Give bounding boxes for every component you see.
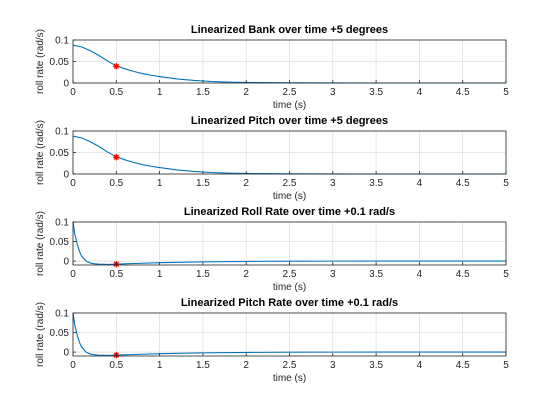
x-tick-label: 0.5 [109,269,123,280]
series-line-1 [72,221,506,265]
x-tick-label: 0.5 [109,360,123,371]
x-tick-label: 0 [70,269,76,280]
x-tick-label: 5 [503,360,509,371]
x-tick-label: 0 [70,178,76,189]
x-axis-label: time (s) [273,282,306,293]
y-tick-label: 0.05 [50,148,70,159]
x-tick-label: 1 [157,360,163,371]
subplot-4: 0 0.5 1 1.5 2 2.5 3 3.5 4 4.5 5 0 0.05 0.1 Linearized … [35,297,509,384]
x-tick-label: 1.5 [196,360,210,371]
x-tick-label: 2 [243,178,249,189]
y-tick-label: 0.1 [55,127,69,138]
y-axis-label: roll rate (rad/s) [35,211,46,276]
series-line-1 [72,312,506,356]
x-tick-label: 1 [157,178,163,189]
y-tick-label: 0.1 [55,36,69,47]
x-tick-label: 3 [330,269,336,280]
y-tick-label: 0.05 [50,237,70,248]
marker-point [113,154,120,161]
y-axis-label: roll rate (rad/s) [35,302,46,367]
y-axis-label: roll rate (rad/s) [35,29,46,94]
x-tick-label: 0.5 [109,87,123,98]
x-tick-label: 2 [243,269,249,280]
x-tick-label: 2.5 [283,178,297,189]
x-tick-label: 2.5 [283,360,297,371]
x-tick-label: 4.5 [456,269,470,280]
x-tick-label: 5 [503,87,509,98]
x-axis-label: time (s) [273,191,306,202]
y-tick-label: 0 [63,257,69,268]
x-tick-label: 4 [417,87,423,98]
x-tick-label: 2 [243,87,249,98]
y-tick-label: 0 [63,79,69,90]
x-tick-label: 2.5 [283,269,297,280]
chart-title: Linearized Bank over time +5 degrees [191,24,388,36]
x-tick-label: 3.5 [369,87,383,98]
x-tick-label: 0.5 [109,178,123,189]
x-tick-label: 4 [417,269,423,280]
y-tick-label: 0.05 [50,328,70,339]
x-tick-label: 5 [503,269,509,280]
x-tick-label: 0 [70,87,76,98]
x-tick-label: 4 [417,178,423,189]
x-tick-label: 1.5 [196,87,210,98]
y-tick-label: 0.05 [50,57,70,68]
y-tick-label: 0.1 [55,309,69,320]
subplot-1: 0 0.5 1 1.5 2 2.5 3 3.5 4 4.5 5 0 0.05 0.1 Linearized … [35,24,509,111]
marker-point [113,63,120,70]
subplot-3: 0 0.5 1 1.5 2 2.5 3 3.5 4 4.5 5 0 0.05 0.1 Linearized … [35,206,509,293]
y-axis-label: roll rate (rad/s) [35,120,46,185]
x-tick-label: 3.5 [369,269,383,280]
x-tick-label: 2.5 [283,87,297,98]
y-tick-label: 0.1 [55,218,69,229]
x-axis-label: time (s) [273,373,306,384]
chart-title: Linearized Pitch over time +5 degrees [191,115,388,127]
x-tick-label: 4.5 [456,360,470,371]
x-tick-label: 3.5 [369,360,383,371]
x-tick-label: 3 [330,360,336,371]
x-tick-label: 4.5 [456,178,470,189]
chart-title: Linearized Roll Rate over time +0.1 rad/… [184,206,395,218]
x-tick-label: 3 [330,178,336,189]
x-tick-label: 4 [417,360,423,371]
subplot-2: 0 0.5 1 1.5 2 2.5 3 3.5 4 4.5 5 0 0.05 0.1 Linearized … [35,115,509,202]
y-tick-label: 0 [63,170,69,181]
x-axis-label: time (s) [273,100,306,111]
x-tick-label: 1 [157,269,163,280]
x-tick-label: 3.5 [369,178,383,189]
x-tick-label: 1.5 [196,178,210,189]
x-tick-label: 4.5 [456,87,470,98]
y-tick-label: 0 [63,348,69,359]
x-tick-label: 2 [243,360,249,371]
x-tick-label: 1.5 [196,269,210,280]
chart-title: Linearized Pitch Rate over time +0.1 rad… [181,297,398,309]
x-tick-label: 3 [330,87,336,98]
x-tick-label: 1 [157,87,163,98]
x-tick-label: 5 [503,178,509,189]
x-tick-label: 0 [70,360,76,371]
